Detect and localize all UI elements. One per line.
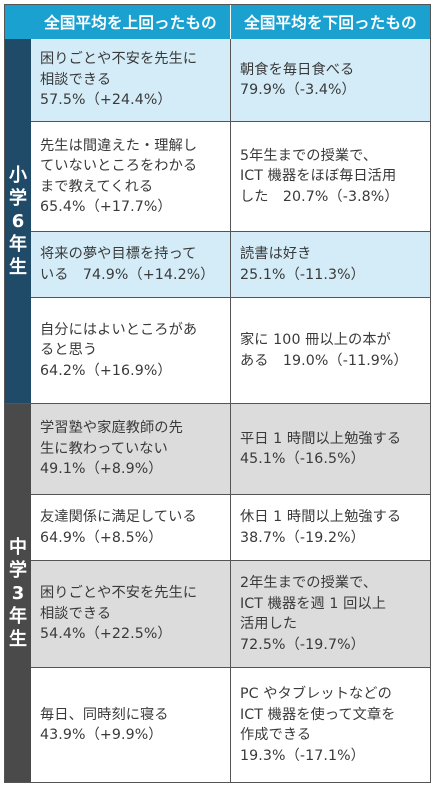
table-header: 全国平均を上回ったもの 全国平均を下回ったもの	[5, 5, 430, 39]
above-average-item: 友達関係に満足している 64.9%（+8.5%）	[31, 495, 231, 560]
above-average-item: 将来の夢や目標を持って いる 74.9%（+14.2%）	[31, 232, 231, 297]
group-label-char: 学	[9, 559, 27, 581]
group-elementary-6th: 小 学 6 年 生 困りごとや不安を先生に 相談できる 57.5%（+24.4%…	[5, 39, 430, 403]
above-average-item: 毎日、同時刻に寝る 43.9%（+9.9%）	[31, 668, 231, 782]
table-row: 毎日、同時刻に寝る 43.9%（+9.9%） PC やタブレットなどの ICT …	[31, 667, 430, 782]
table-row: 友達関係に満足している 64.9%（+8.5%） 休日 1 時間以上勉強する 3…	[31, 494, 430, 560]
below-average-item: 2年生までの授業で、 ICT 機器を週 1 回以上 活用した 72.5%（-19…	[231, 561, 430, 667]
below-average-item: 5年生までの授業で、 ICT 機器をほぼ毎日活用 した 20.7%（-3.8%）	[231, 122, 430, 231]
group-label-junior-high: 中 学 3 年 生	[5, 404, 31, 782]
above-average-item: 困りごとや不安を先生に 相談できる 57.5%（+24.4%）	[31, 39, 231, 121]
group-label-char: 中	[9, 536, 27, 558]
header-corner	[5, 5, 31, 39]
group-label-elementary: 小 学 6 年 生	[5, 39, 31, 403]
table-row: 困りごとや不安を先生に 相談できる 57.5%（+24.4%） 朝食を毎日食べる…	[31, 39, 430, 121]
below-average-item: 家に 100 冊以上の本が ある 19.0%（-11.9%）	[231, 298, 430, 403]
group-divider	[5, 403, 430, 404]
table-row: 自分にはよいところがあ ると思う 64.2%（+16.9%） 家に 100 冊以…	[31, 297, 430, 403]
below-average-item: 読書は好き 25.1%（-11.3%）	[231, 232, 430, 297]
above-average-item: 先生は間違えた・理解し ていないところをわかる まで教えてくれる 65.4%（+…	[31, 122, 231, 231]
group-junior-high-3rd: 中 学 3 年 生 学習塾や家庭教師の先 生に教わっていない 49.1%（+8.…	[5, 404, 430, 782]
above-average-item: 学習塾や家庭教師の先 生に教わっていない 49.1%（+8.9%）	[31, 404, 231, 494]
below-average-item: 朝食を毎日食べる 79.9%（-3.4%）	[231, 39, 430, 121]
group-label-char: 生	[9, 628, 27, 650]
above-average-item: 自分にはよいところがあ ると思う 64.2%（+16.9%）	[31, 298, 231, 403]
header-above-average: 全国平均を上回ったもの	[31, 5, 231, 39]
comparison-table: 全国平均を上回ったもの 全国平均を下回ったもの 小 学 6 年 生 困りごとや不…	[4, 4, 431, 783]
group-label-char: 小	[9, 164, 27, 186]
header-below-average: 全国平均を下回ったもの	[244, 14, 417, 32]
below-average-item: 平日 1 時間以上勉強する 45.1%（-16.5%）	[231, 404, 430, 494]
below-average-item: 休日 1 時間以上勉強する 38.7%（-19.2%）	[231, 495, 430, 560]
above-average-item: 困りごとや不安を先生に 相談できる 54.4%（+22.5%）	[31, 561, 231, 667]
group-label-char: 6	[11, 210, 25, 232]
group-label-char: 学	[9, 187, 27, 209]
group-label-char: 3	[11, 582, 25, 604]
table-row: 先生は間違えた・理解し ていないところをわかる まで教えてくれる 65.4%（+…	[31, 121, 430, 231]
table-row: 将来の夢や目標を持って いる 74.9%（+14.2%） 読書は好き 25.1%…	[31, 231, 430, 297]
table-row: 学習塾や家庭教師の先 生に教わっていない 49.1%（+8.9%） 平日 1 時…	[31, 404, 430, 494]
group-label-char: 年	[9, 605, 27, 627]
below-average-item: PC やタブレットなどの ICT 機器を使って文章を 作成できる 19.3%（-…	[231, 668, 430, 782]
table-row: 困りごとや不安を先生に 相談できる 54.4%（+22.5%） 2年生までの授業…	[31, 560, 430, 667]
group-label-char: 生	[9, 256, 27, 278]
group-label-char: 年	[9, 233, 27, 255]
